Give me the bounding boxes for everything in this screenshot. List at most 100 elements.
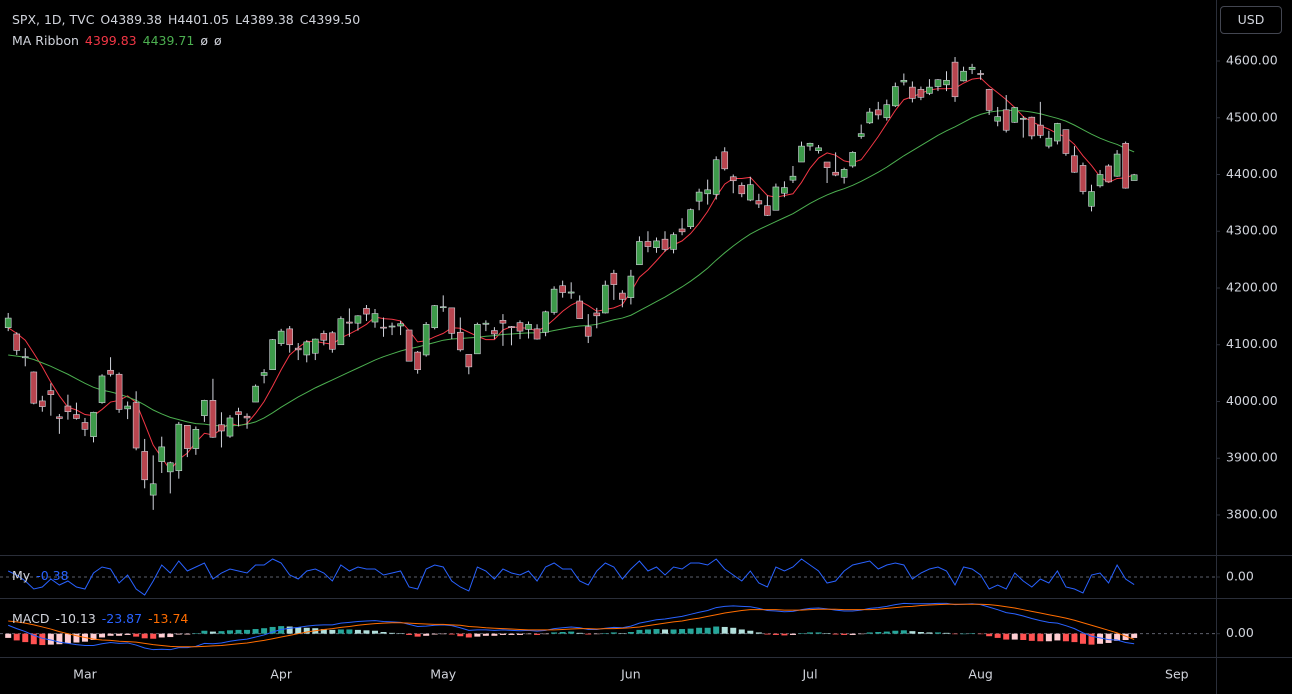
histogram-bar: [431, 633, 438, 635]
indicator-value: -23.87: [101, 611, 143, 626]
indicator-name: MA Ribbon: [12, 33, 79, 48]
candle-body: [601, 284, 609, 314]
currency-button[interactable]: USD: [1220, 6, 1282, 34]
histogram-bar: [320, 629, 327, 634]
candle-body: [840, 169, 848, 178]
candle-body: [1105, 165, 1112, 183]
candle-body: [260, 372, 268, 376]
histogram-bar: [807, 632, 814, 634]
candle-body: [687, 209, 694, 228]
histogram-bar: [73, 633, 80, 643]
histogram-bar: [158, 633, 165, 638]
histogram-bar: [261, 628, 268, 634]
candle-body: [107, 369, 114, 375]
candle-body: [1071, 155, 1078, 173]
histogram-bar: [380, 632, 387, 634]
histogram-bar: [397, 633, 404, 634]
candle-body: [39, 400, 46, 407]
histogram-bar: [474, 633, 481, 637]
y-tick-label: 4600.00: [1226, 53, 1278, 68]
histogram-bar: [244, 629, 251, 634]
candle-body: [951, 61, 959, 98]
candle-body: [371, 313, 379, 323]
candle-body: [1113, 153, 1121, 177]
candle-body: [175, 423, 183, 472]
histogram-bar: [5, 633, 12, 638]
histogram-bar: [866, 632, 873, 634]
histogram-bar: [602, 633, 609, 634]
candle-body: [465, 354, 473, 368]
indicator-value: -13.74: [148, 611, 189, 626]
my-legend: My -0.38: [12, 568, 69, 583]
histogram-bar: [704, 627, 711, 634]
candle-body: [4, 317, 12, 329]
moving-average: [7, 77, 1135, 471]
candle-body: [1079, 165, 1087, 192]
candle-body: [968, 66, 976, 70]
histogram-bar: [909, 631, 916, 634]
ohlc-value: 4399.50: [308, 12, 361, 27]
histogram-bar: [636, 629, 643, 634]
histogram-bar: [1071, 633, 1078, 643]
histogram-bar: [1088, 633, 1095, 645]
candle-body: [806, 142, 814, 147]
candle-body: [849, 152, 856, 167]
histogram-bar: [457, 633, 464, 637]
candle-body: [277, 330, 285, 344]
histogram-bar: [858, 633, 865, 635]
indicator-name: My: [12, 568, 31, 583]
candle-body: [934, 79, 942, 87]
histogram-bar: [542, 633, 549, 635]
candle-body: [448, 307, 456, 334]
indicator-line: [7, 558, 1135, 596]
candle-body: [474, 324, 481, 355]
histogram-bar: [371, 630, 378, 634]
candle-body: [772, 186, 780, 211]
histogram-bar: [448, 633, 455, 635]
histogram-bar: [926, 632, 933, 634]
candle-body: [516, 322, 524, 332]
histogram-bar: [1003, 633, 1010, 640]
candle-body: [764, 205, 771, 216]
candle-body: [866, 111, 874, 124]
histogram-bar: [175, 633, 182, 635]
histogram-bar: [499, 633, 506, 635]
histogram-bar: [849, 633, 856, 635]
candle-body: [13, 333, 21, 351]
candle-body: [73, 414, 80, 419]
candle-body: [943, 79, 950, 86]
candle-body: [653, 240, 660, 249]
histogram-bar: [295, 627, 302, 634]
candle-body: [832, 171, 839, 176]
histogram-bar: [1131, 633, 1138, 638]
histogram-bar: [423, 633, 430, 636]
candle-body: [209, 400, 217, 438]
histogram-bar: [610, 632, 617, 634]
y-tick-label: 3900.00: [1226, 450, 1278, 465]
candle-body: [482, 322, 490, 325]
candle-body: [1028, 116, 1036, 137]
histogram-bar: [269, 626, 276, 634]
histogram-bar: [559, 632, 566, 634]
histogram-bar: [1011, 633, 1018, 640]
histogram-bar: [1045, 633, 1052, 642]
histogram-bar: [1114, 633, 1121, 641]
y-tick-label: 4100.00: [1226, 336, 1278, 351]
candle-body: [900, 79, 908, 83]
histogram-bar: [56, 633, 63, 645]
candle-body: [883, 104, 891, 119]
candle-body: [363, 308, 370, 315]
histogram-bar: [184, 633, 191, 635]
candle-body: [226, 417, 234, 437]
histogram-bar: [952, 633, 959, 635]
histogram-bar: [986, 633, 993, 637]
candle-body: [303, 341, 311, 356]
histogram-bar: [133, 633, 140, 637]
candle-body: [960, 70, 967, 82]
histogram-bar: [841, 633, 848, 635]
histogram-bar: [670, 629, 677, 634]
candle-body: [584, 326, 592, 337]
candle-body: [1011, 107, 1019, 123]
candle-body: [491, 330, 498, 335]
